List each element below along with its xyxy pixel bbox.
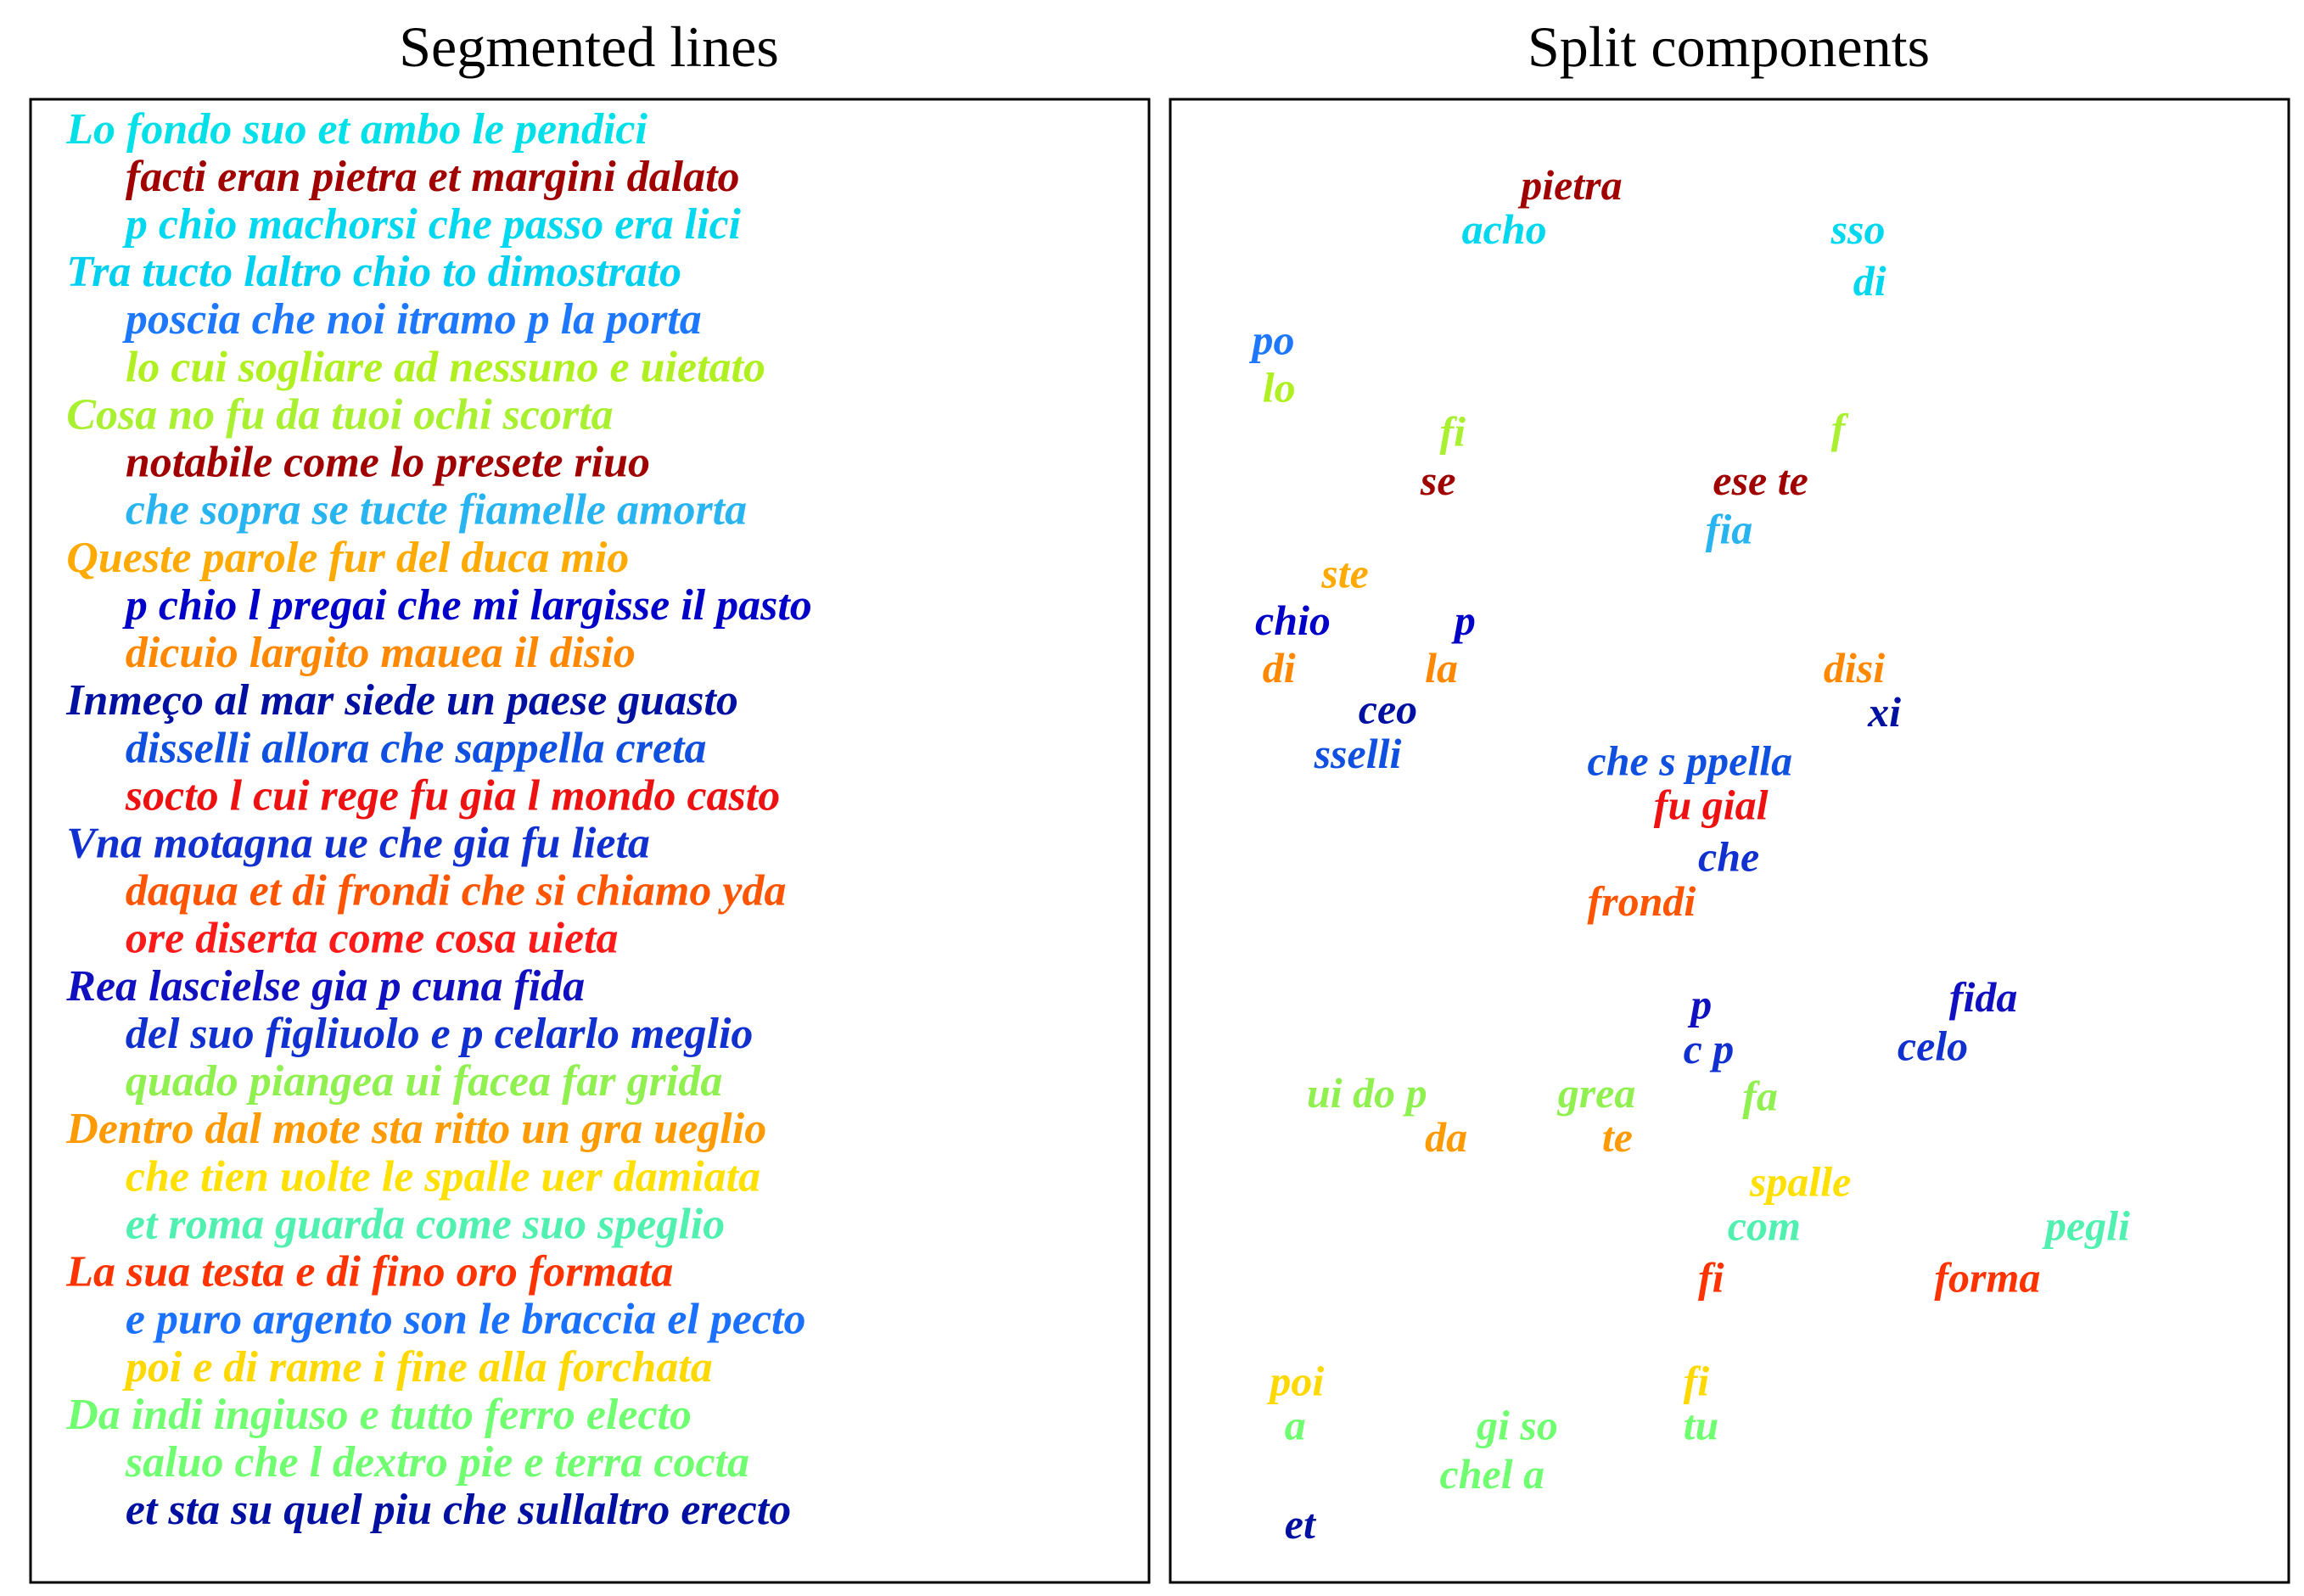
manuscript-line: disselli allora che sappella creta bbox=[126, 724, 707, 772]
manuscript-line: p chio l pregai che mi largisse il pasto bbox=[122, 581, 812, 630]
component: fi bbox=[1684, 1357, 1710, 1404]
manuscript-line: Dentro dal mote sta ritto un gra ueglio bbox=[65, 1105, 766, 1153]
manuscript-line: Inmeço al mar siede un paese guasto bbox=[65, 676, 738, 725]
manuscript-line: et roma guarda come suo speglio bbox=[126, 1200, 725, 1248]
manuscript-line: che tien uolte le spalle uer damiata bbox=[126, 1152, 760, 1201]
manuscript-line: socto l cui rege fu gia l mondo casto bbox=[125, 771, 780, 820]
component: chel a bbox=[1440, 1450, 1545, 1498]
component: celo bbox=[1898, 1022, 1968, 1069]
component: ceo bbox=[1359, 686, 1417, 733]
component: tu bbox=[1684, 1402, 1719, 1449]
manuscript-line: Lo fondo suo et ambo le pendici bbox=[65, 105, 647, 154]
component: sselli bbox=[1314, 730, 1402, 777]
component: di bbox=[1853, 257, 1886, 305]
manuscript-line: che sopra se tucte fiamelle amorta bbox=[126, 486, 747, 535]
component: xi bbox=[1867, 688, 1901, 736]
manuscript-line: p chio machorsi che passo era lici bbox=[122, 200, 742, 249]
manuscript-line: Rea lascielse gia p cuna fida bbox=[65, 962, 585, 1011]
manuscript-line: facti eran pietra et margini dalato bbox=[126, 153, 740, 201]
component: ste bbox=[1320, 550, 1369, 597]
component: fida bbox=[1949, 973, 2018, 1021]
component: la bbox=[1425, 644, 1458, 692]
component: acho bbox=[1462, 205, 1547, 253]
component: fi bbox=[1698, 1254, 1724, 1302]
manuscript-line: et sta su quel piu che sullaltro erecto bbox=[126, 1486, 791, 1534]
component: p bbox=[1451, 596, 1476, 644]
component: lo bbox=[1263, 363, 1296, 411]
component: grea bbox=[1557, 1069, 1636, 1117]
panel-title: Split components bbox=[1528, 14, 1930, 79]
component: ui do p bbox=[1307, 1069, 1427, 1117]
component: pietra bbox=[1517, 161, 1622, 209]
component: da bbox=[1425, 1113, 1467, 1161]
component: et bbox=[1285, 1500, 1317, 1548]
component: f bbox=[1831, 405, 1849, 452]
manuscript-line: poscia che noi itramo p la porta bbox=[122, 295, 702, 344]
component: com bbox=[1728, 1202, 1801, 1250]
component: p bbox=[1687, 981, 1712, 1028]
manuscript-line: Cosa no fu da tuoi ochi scorta bbox=[66, 390, 613, 439]
manuscript-line: e puro argento son le braccia el pecto bbox=[126, 1296, 806, 1344]
manuscript-line: saluo che l dextro pie e terra cocta bbox=[125, 1438, 749, 1487]
component: po bbox=[1249, 316, 1295, 364]
component: che bbox=[1698, 833, 1759, 881]
component: sso bbox=[1830, 205, 1886, 253]
component: che s ppella bbox=[1588, 737, 1793, 785]
manuscript-line: del suo figliuolo e p celarlo meglio bbox=[126, 1010, 754, 1058]
component: disi bbox=[1824, 644, 1885, 692]
component: fa bbox=[1742, 1072, 1778, 1119]
component: fi bbox=[1440, 407, 1466, 455]
component: a bbox=[1285, 1402, 1306, 1449]
component: frondi bbox=[1588, 877, 1696, 925]
manuscript-line: poi e di rame i fine alla forchata bbox=[122, 1343, 713, 1392]
component: gi so bbox=[1476, 1402, 1558, 1449]
component: se bbox=[1420, 456, 1456, 504]
component: ese te bbox=[1713, 456, 1808, 504]
manuscript-line: quado piangea ui facea far grida bbox=[126, 1057, 722, 1106]
manuscript-line: ore diserta come cosa uieta bbox=[126, 915, 619, 963]
manuscript-line: Tra tucto laltro chio to dimostrato bbox=[66, 248, 681, 296]
component: forma bbox=[1934, 1254, 2040, 1302]
manuscript-line: Queste parole fur del duca mio bbox=[66, 534, 629, 582]
component: di bbox=[1263, 644, 1296, 692]
component: spalle bbox=[1749, 1157, 1851, 1205]
manuscript-line: dicuio largito mauea il disio bbox=[126, 629, 636, 677]
right-panel bbox=[1169, 98, 2290, 1584]
component: c p bbox=[1684, 1025, 1735, 1072]
component: poi bbox=[1266, 1357, 1324, 1404]
component: chio bbox=[1255, 596, 1331, 644]
panel-title: Segmented lines bbox=[399, 14, 779, 79]
manuscript-line: Da indi ingiuso e tutto ferro electo bbox=[65, 1391, 692, 1439]
component: pegli bbox=[2042, 1202, 2130, 1250]
manuscript-line: daqua et di frondi che si chiamo yda bbox=[126, 867, 787, 916]
component: fia bbox=[1706, 505, 1753, 552]
left-panel bbox=[29, 98, 1151, 1584]
manuscript-line: La sua testa e di fino oro formata bbox=[65, 1248, 673, 1296]
manuscript-line: notabile come lo presete riuo bbox=[126, 439, 650, 487]
manuscript-line: lo cui sogliare ad nessuno e uietato bbox=[126, 343, 765, 391]
manuscript-line: Vna motagna ue che gia fu lieta bbox=[66, 820, 650, 868]
component: fu gial bbox=[1654, 781, 1769, 829]
component: te bbox=[1602, 1113, 1633, 1161]
